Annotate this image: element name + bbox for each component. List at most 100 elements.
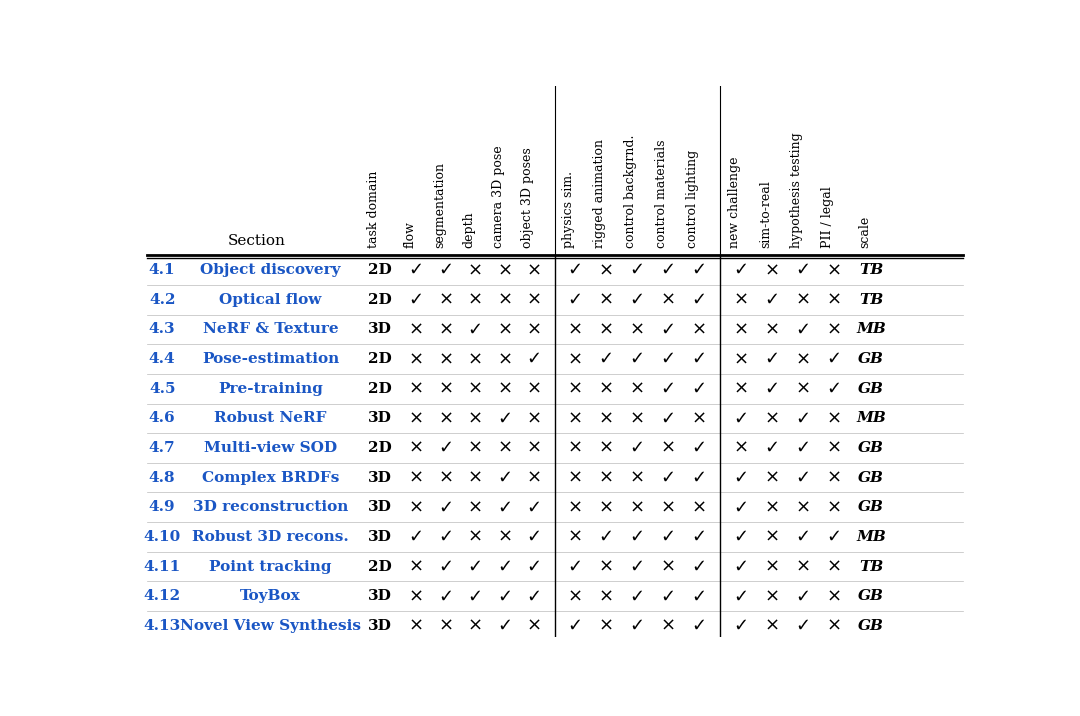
Text: ×: × xyxy=(796,291,811,309)
Text: 2D: 2D xyxy=(368,293,392,306)
Text: ×: × xyxy=(765,617,780,635)
Text: ×: × xyxy=(598,498,613,516)
Text: ✓: ✓ xyxy=(733,617,748,635)
Text: ×: × xyxy=(468,291,483,309)
Text: ×: × xyxy=(568,410,583,427)
Text: ✓: ✓ xyxy=(497,469,512,487)
Text: ×: × xyxy=(568,321,583,339)
Text: ✓: ✓ xyxy=(468,558,483,576)
Text: ✓: ✓ xyxy=(733,528,748,546)
Text: ✓: ✓ xyxy=(691,469,706,487)
Text: ✓: ✓ xyxy=(796,528,811,546)
Text: GB: GB xyxy=(859,382,885,396)
Text: ×: × xyxy=(438,291,454,309)
Text: ×: × xyxy=(826,587,841,605)
Text: ×: × xyxy=(497,321,512,339)
Text: MB: MB xyxy=(856,322,886,337)
Text: ✓: ✓ xyxy=(661,350,676,368)
Text: ×: × xyxy=(661,291,676,309)
Text: ×: × xyxy=(691,321,706,339)
Text: ×: × xyxy=(630,321,645,339)
Text: ×: × xyxy=(568,350,583,368)
Text: ×: × xyxy=(497,261,512,279)
Text: ×: × xyxy=(408,498,423,516)
Text: ×: × xyxy=(527,410,542,427)
Text: ✓: ✓ xyxy=(630,350,645,368)
Text: 2D: 2D xyxy=(368,560,392,574)
Text: ✓: ✓ xyxy=(796,617,811,635)
Text: ×: × xyxy=(598,410,613,427)
Text: ×: × xyxy=(826,291,841,309)
Text: 3D: 3D xyxy=(368,412,392,425)
Text: ✓: ✓ xyxy=(497,587,512,605)
Text: ×: × xyxy=(598,291,613,309)
Text: ×: × xyxy=(765,587,780,605)
Text: TB: TB xyxy=(859,560,883,574)
Text: ✓: ✓ xyxy=(691,558,706,576)
Text: GB: GB xyxy=(859,441,885,455)
Text: ✓: ✓ xyxy=(661,528,676,546)
Text: ×: × xyxy=(796,498,811,516)
Text: physics sim.: physics sim. xyxy=(563,170,576,248)
Text: ×: × xyxy=(691,498,706,516)
Text: ×: × xyxy=(408,439,423,457)
Text: ×: × xyxy=(568,439,583,457)
Text: object 3D poses: object 3D poses xyxy=(522,147,535,248)
Text: ×: × xyxy=(826,617,841,635)
Text: 4.5: 4.5 xyxy=(149,382,175,396)
Text: ×: × xyxy=(765,321,780,339)
Text: ×: × xyxy=(468,617,483,635)
Text: ✓: ✓ xyxy=(661,321,676,339)
Text: camera 3D pose: camera 3D pose xyxy=(491,145,504,248)
Text: ✓: ✓ xyxy=(796,261,811,279)
Text: ✓: ✓ xyxy=(796,439,811,457)
Text: ×: × xyxy=(408,321,423,339)
Text: ×: × xyxy=(661,498,676,516)
Text: GB: GB xyxy=(859,500,885,514)
Text: ✓: ✓ xyxy=(497,558,512,576)
Text: ×: × xyxy=(826,261,841,279)
Text: 3D: 3D xyxy=(368,470,392,485)
Text: ×: × xyxy=(527,261,542,279)
Text: 4.2: 4.2 xyxy=(149,293,175,306)
Text: ✓: ✓ xyxy=(438,261,454,279)
Text: TB: TB xyxy=(859,263,883,277)
Text: ×: × xyxy=(598,439,613,457)
Text: ×: × xyxy=(630,469,645,487)
Text: ×: × xyxy=(796,379,811,397)
Text: ✓: ✓ xyxy=(408,261,423,279)
Text: ×: × xyxy=(568,498,583,516)
Text: TB: TB xyxy=(859,293,883,306)
Text: ✓: ✓ xyxy=(691,617,706,635)
Text: 4.10: 4.10 xyxy=(144,530,180,544)
Text: ×: × xyxy=(826,558,841,576)
Text: ✓: ✓ xyxy=(661,261,676,279)
Text: sim-to-real: sim-to-real xyxy=(759,180,772,248)
Text: ×: × xyxy=(468,350,483,368)
Text: ×: × xyxy=(527,379,542,397)
Text: ×: × xyxy=(438,321,454,339)
Text: depth: depth xyxy=(462,211,475,248)
Text: MB: MB xyxy=(856,530,886,544)
Text: segmentation: segmentation xyxy=(433,162,446,248)
Text: ×: × xyxy=(568,379,583,397)
Text: control backgrnd.: control backgrnd. xyxy=(624,134,637,248)
Text: ×: × xyxy=(527,439,542,457)
Text: 3D reconstruction: 3D reconstruction xyxy=(193,500,349,514)
Text: Optical flow: Optical flow xyxy=(219,293,322,306)
Text: 2D: 2D xyxy=(368,352,392,366)
Text: ✓: ✓ xyxy=(568,261,583,279)
Text: ×: × xyxy=(527,291,542,309)
Text: ×: × xyxy=(408,379,423,397)
Text: ×: × xyxy=(765,498,780,516)
Text: ×: × xyxy=(408,350,423,368)
Text: ✓: ✓ xyxy=(527,498,542,516)
Text: ×: × xyxy=(527,321,542,339)
Text: ×: × xyxy=(527,617,542,635)
Text: 4.4: 4.4 xyxy=(149,352,175,366)
Text: ✓: ✓ xyxy=(438,528,454,546)
Text: ✓: ✓ xyxy=(765,350,780,368)
Text: ✓: ✓ xyxy=(826,528,841,546)
Text: Point tracking: Point tracking xyxy=(210,560,332,574)
Text: ✓: ✓ xyxy=(630,291,645,309)
